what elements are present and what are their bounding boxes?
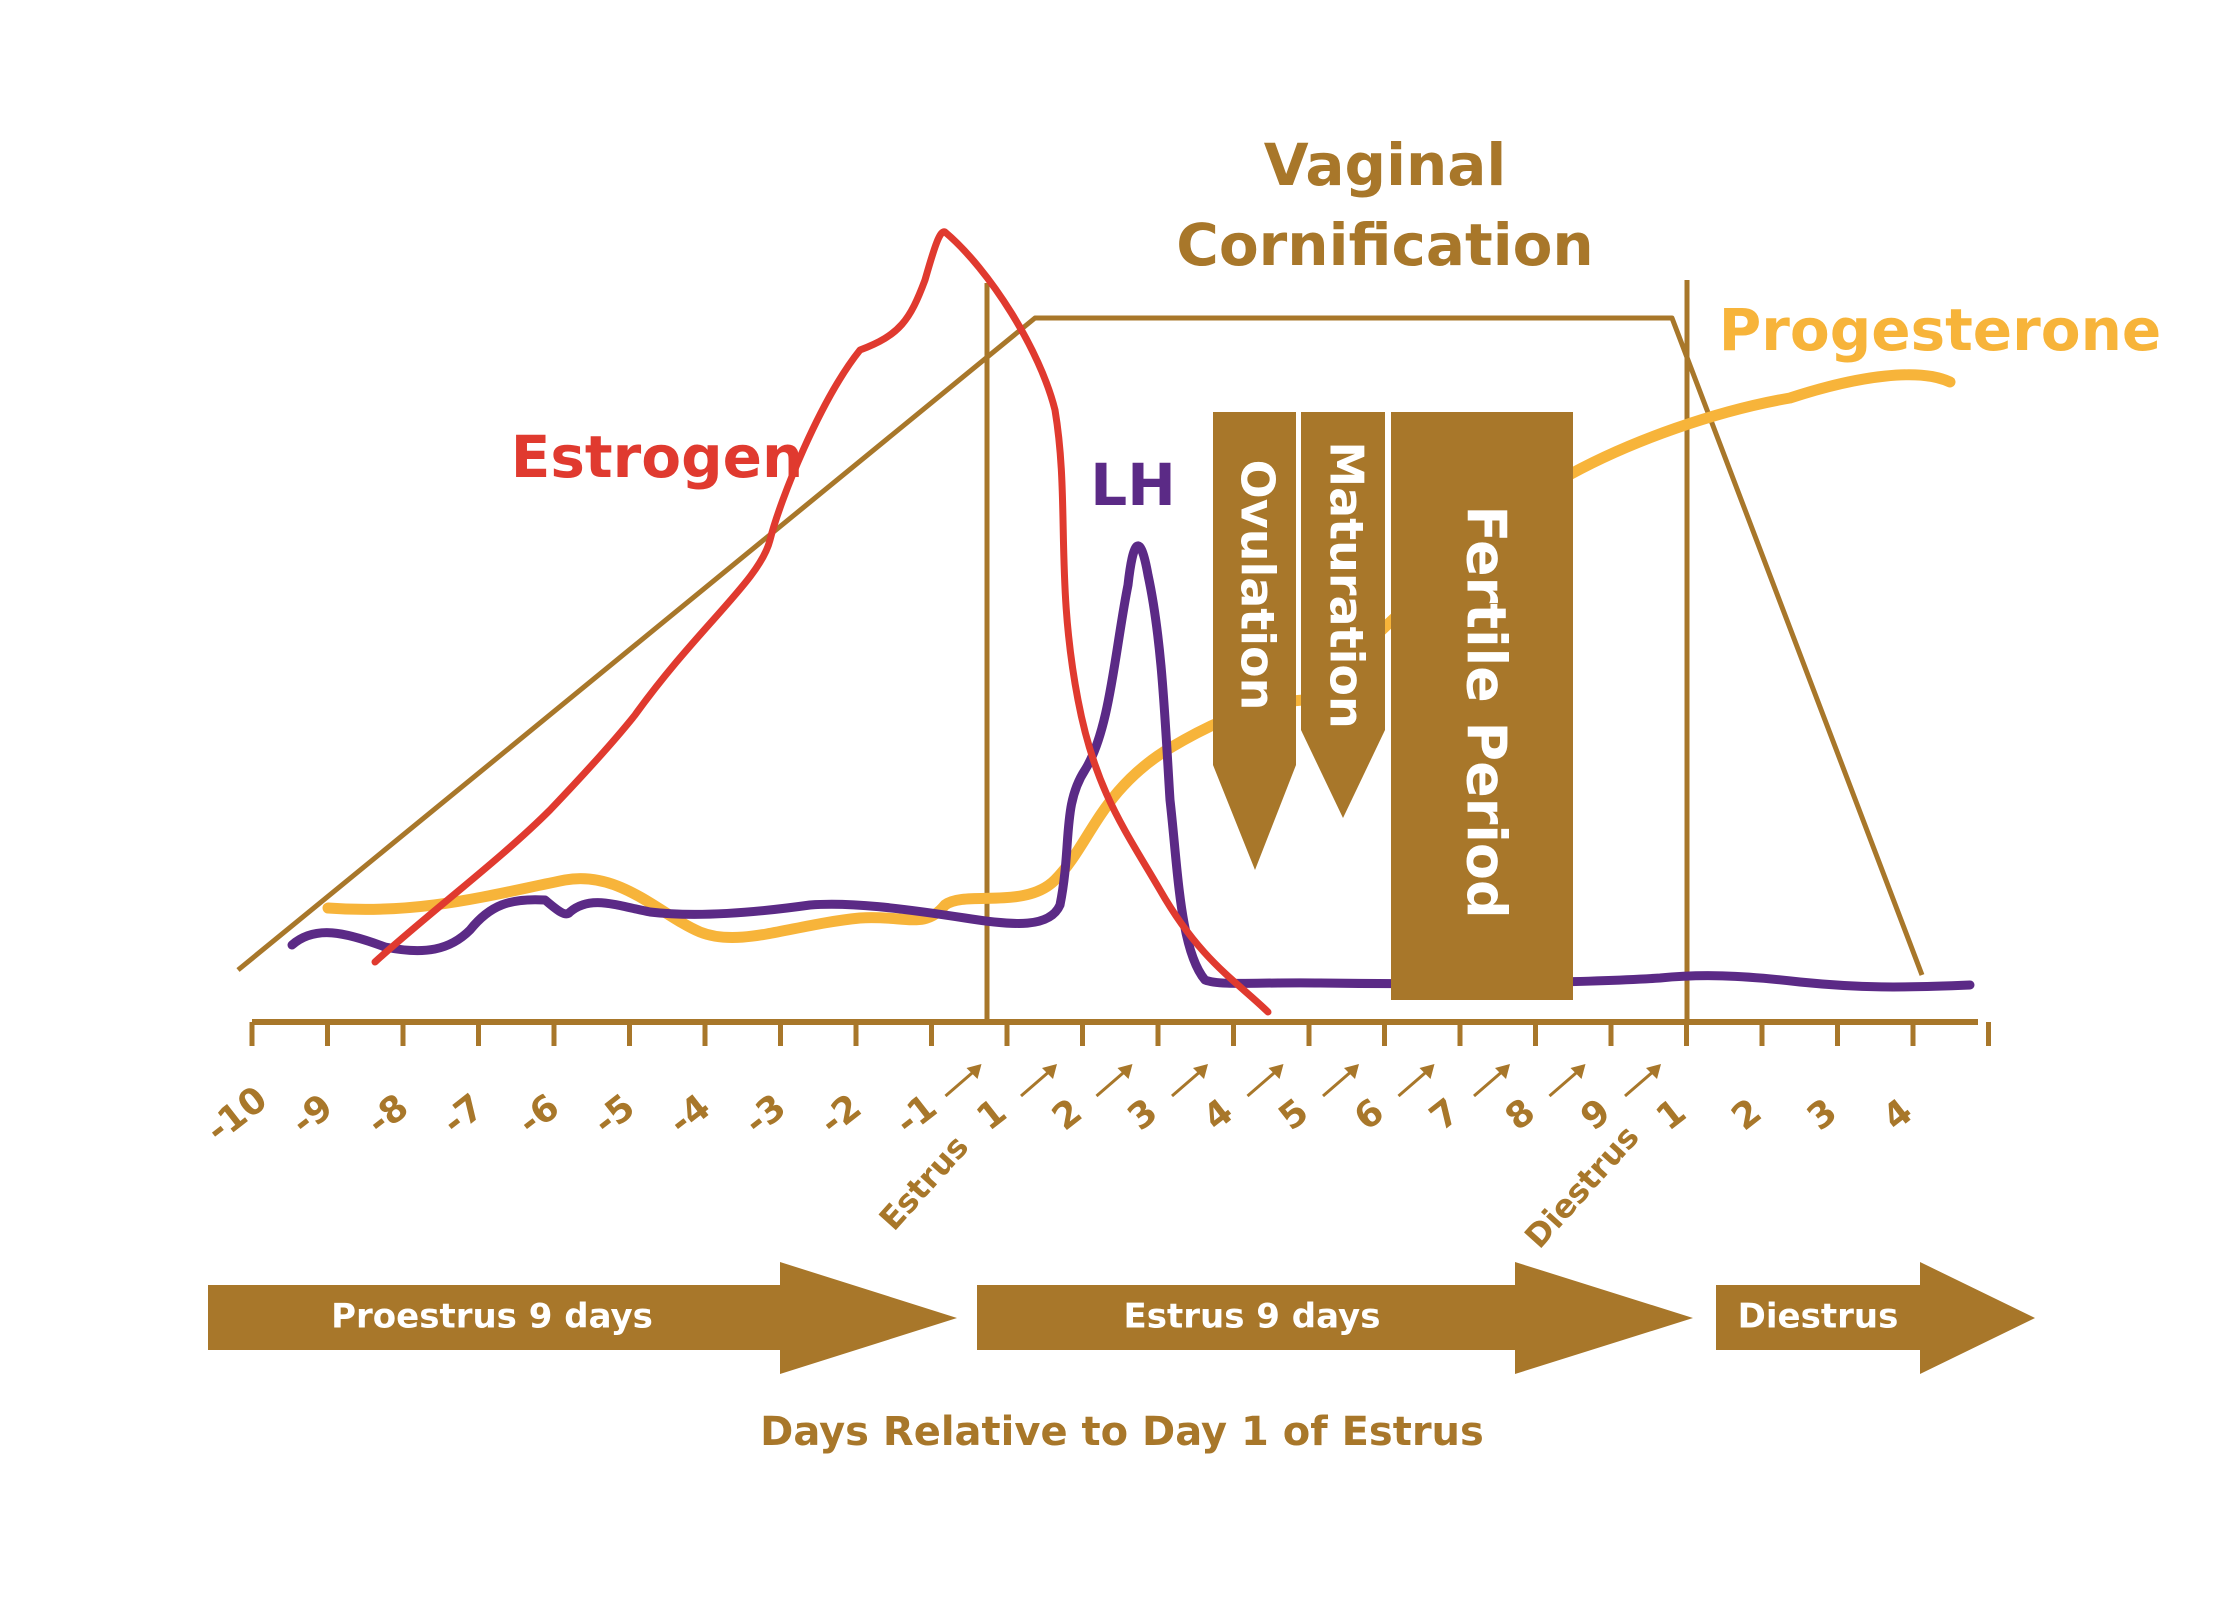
fertile-period-label: Fertile Period: [1454, 505, 1517, 918]
maturation-label: Maturation: [1320, 441, 1374, 728]
day-arrow-line: [1624, 1068, 1656, 1098]
diestrus-marker-label: Diestrus: [1517, 1118, 1646, 1256]
day-arrow-line: [1246, 1068, 1279, 1098]
tick-label-proestrus: -4: [662, 1086, 719, 1143]
day-arrow-head: [1344, 1064, 1359, 1079]
cornification-outline: [236, 315, 1925, 976]
tick-label-estrus: 5: [1271, 1091, 1316, 1139]
day-arrow-head: [1193, 1064, 1208, 1079]
tick-label-proestrus: -10: [199, 1079, 275, 1151]
estrogen-label: Estrogen: [511, 423, 803, 491]
lh-curve: [287, 541, 1975, 992]
estrus-phase-label: Estrus 9 days: [1124, 1297, 1381, 1337]
tick-label-proestrus: -9: [284, 1086, 341, 1143]
proestrus-phase-label: Proestrus 9 days: [331, 1297, 653, 1337]
diestrus-phase-label: Diestrus: [1738, 1297, 1899, 1337]
fertile-period-box: [1391, 412, 1573, 1000]
tick-label-diestrus: 4: [1875, 1091, 1920, 1139]
proestrus-arrow: [208, 1262, 957, 1374]
day-arrow-head: [1117, 1064, 1133, 1079]
cornification-title-line2: Cornification: [1176, 211, 1593, 279]
ovulation-box: [1213, 412, 1296, 870]
cornification-title-line1: Vaginal: [1264, 131, 1507, 199]
lh-label: LH: [1090, 451, 1176, 519]
tick-label-diestrus: 1: [1649, 1091, 1694, 1139]
progesterone-curve: [322, 369, 1956, 944]
day-arrow-head: [1419, 1064, 1435, 1079]
tick-label-estrus: 1: [969, 1091, 1014, 1139]
tick-label-estrus: 4: [1196, 1091, 1241, 1139]
axis-ticks: [249, 1022, 1991, 1046]
tick-label-diestrus: 3: [1800, 1091, 1845, 1139]
day-arrow-head: [1646, 1064, 1661, 1079]
day-arrow-head: [1042, 1064, 1057, 1079]
tick-label-estrus: 3: [1120, 1091, 1165, 1139]
day-arrow-line: [1397, 1068, 1430, 1098]
progesterone-label: Progesterone: [1719, 296, 2161, 364]
tick-label-proestrus: -8: [360, 1086, 417, 1143]
tick-label-proestrus: -2: [813, 1086, 870, 1143]
tick-label-diestrus: 2: [1724, 1091, 1769, 1139]
tick-label-estrus: 2: [1045, 1091, 1090, 1139]
tick-label-proestrus: -6: [511, 1086, 568, 1143]
ovulation-label: Ovulation: [1231, 460, 1285, 711]
day-arrow-line: [1095, 1068, 1128, 1098]
estrus-arrow: [977, 1262, 1693, 1374]
tick-label-estrus: 7: [1422, 1091, 1467, 1139]
tick-label-proestrus: -1: [888, 1086, 945, 1143]
estrogen-curve: [371, 228, 1272, 1016]
day-arrow-line: [1171, 1068, 1203, 1098]
day-arrow-head: [1570, 1064, 1586, 1079]
tick-label-estrus: 8: [1498, 1091, 1543, 1139]
tick-label-proestrus: -3: [737, 1086, 794, 1143]
tick-label-estrus: 6: [1347, 1091, 1392, 1139]
axis-tick-labels: -10 -9 -8 -7 -6 -5 -4 -3 -2 -1 1 2 3 4 5 6 7 8 9 1 2 3 4: [199, 1079, 1921, 1151]
day-arrow-line: [944, 1068, 977, 1098]
estrus-day-arrows: [944, 1064, 1661, 1098]
x-axis-title: Days Relative to Day 1 of Estrus: [760, 1409, 1484, 1455]
day-arrow-line: [1548, 1068, 1581, 1098]
day-arrow-line: [1473, 1068, 1505, 1098]
day-arrow-head: [1495, 1064, 1510, 1079]
tick-label-proestrus: -7: [435, 1086, 492, 1143]
estrus-marker-label: Estrus: [872, 1128, 976, 1238]
tick-label-proestrus: -5: [586, 1086, 643, 1143]
day-arrow-line: [1020, 1068, 1052, 1098]
maturation-box: [1301, 412, 1385, 818]
day-arrow-line: [1322, 1068, 1354, 1098]
day-arrow-head: [966, 1064, 982, 1079]
day-arrow-head: [1268, 1064, 1284, 1079]
diestrus-arrow: [1716, 1262, 2035, 1374]
